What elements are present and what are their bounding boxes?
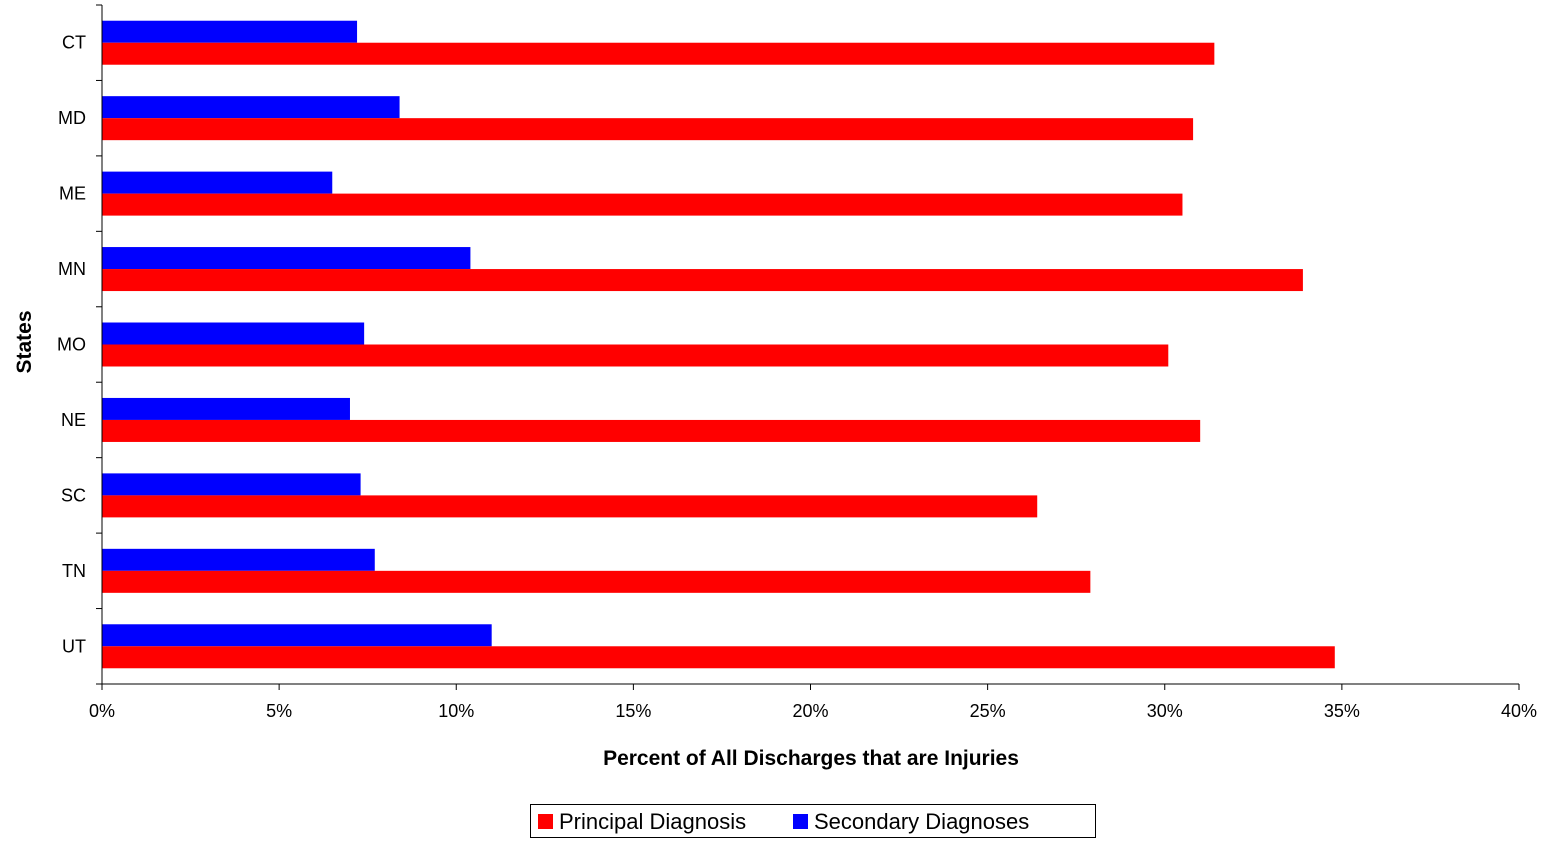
legend-swatch-principal — [538, 814, 553, 829]
bar-principal-me — [102, 193, 1183, 216]
x-tick-label: 30% — [1147, 701, 1183, 721]
bar-principal-mo — [102, 344, 1169, 367]
x-tick-label: 40% — [1501, 701, 1537, 721]
legend-label-secondary: Secondary Diagnoses — [814, 809, 1029, 834]
y-tick-label-mo: MO — [57, 335, 86, 355]
y-tick-label-md: MD — [58, 108, 86, 128]
bar-principal-ut — [102, 646, 1335, 669]
bars-layer — [102, 20, 1335, 669]
x-tick-label: 15% — [615, 701, 651, 721]
y-tick-label-sc: SC — [61, 485, 86, 505]
x-tick-label: 20% — [792, 701, 828, 721]
y-tick-label-ct: CT — [62, 33, 86, 53]
legend-label-principal: Principal Diagnosis — [559, 809, 746, 834]
bar-secondary-tn — [102, 548, 375, 571]
bar-secondary-ut — [102, 624, 492, 647]
y-tick-label-mn: MN — [58, 259, 86, 279]
bar-principal-sc — [102, 495, 1038, 518]
x-tick-label: 25% — [970, 701, 1006, 721]
legend: Principal Diagnosis Secondary Diagnoses — [530, 804, 1096, 838]
bar-secondary-md — [102, 96, 400, 119]
y-tick-label-tn: TN — [62, 561, 86, 581]
bar-principal-mn — [102, 269, 1303, 292]
bar-principal-ct — [102, 42, 1215, 65]
legend-box — [530, 804, 1096, 838]
x-tick-label: 35% — [1324, 701, 1360, 721]
legend-swatch-secondary — [793, 814, 808, 829]
x-tick-label: 0% — [89, 701, 115, 721]
y-tick-label-ne: NE — [61, 410, 86, 430]
x-tick-label: 10% — [438, 701, 474, 721]
bar-principal-tn — [102, 570, 1091, 593]
labels-layer: CT MD ME MN MO NE SC TN UT 0% 5% 10% 15% 20% 25% 30% 35%… — [57, 33, 1537, 721]
axes-layer — [96, 4, 1520, 690]
y-axis-title: States — [13, 310, 36, 373]
y-tick-label-me: ME — [59, 184, 86, 204]
bar-secondary-ne — [102, 397, 350, 420]
bar-secondary-ct — [102, 20, 358, 43]
x-tick-label: 5% — [266, 701, 292, 721]
bar-secondary-me — [102, 171, 333, 194]
x-axis-title: Percent of All Discharges that are Injur… — [603, 747, 1019, 770]
bar-secondary-mo — [102, 322, 365, 345]
y-tick-label-ut: UT — [62, 636, 86, 656]
bar-principal-md — [102, 118, 1194, 141]
bar-principal-ne — [102, 419, 1201, 442]
bar-secondary-mn — [102, 247, 471, 270]
bar-secondary-sc — [102, 473, 361, 496]
